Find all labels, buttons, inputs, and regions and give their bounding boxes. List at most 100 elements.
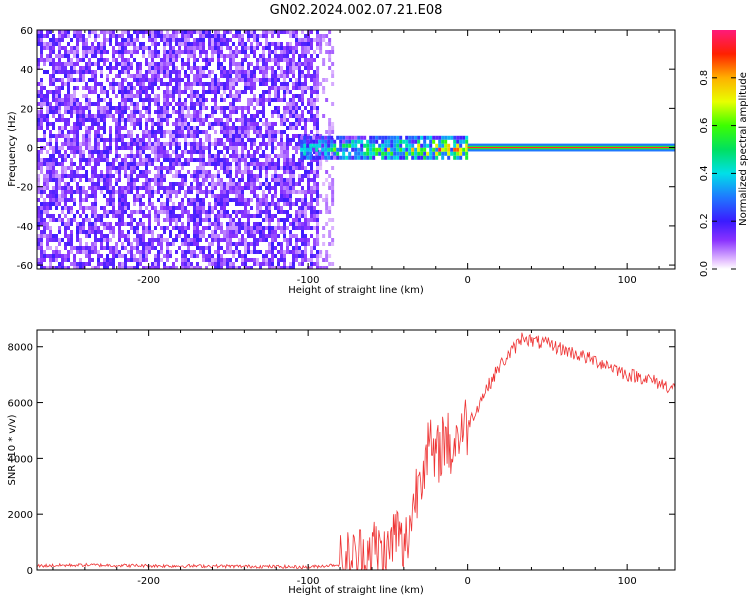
heat-cell [151, 90, 154, 94]
heat-cell [274, 182, 277, 186]
heat-cell [199, 54, 202, 58]
heat-cell [202, 250, 205, 254]
heat-cell [190, 214, 193, 218]
heat-cell [381, 139, 385, 144]
heat-cell [441, 151, 445, 156]
heat-cell [238, 230, 241, 234]
heat-cell [112, 106, 115, 110]
heat-cell [304, 206, 307, 210]
heat-cell [130, 50, 133, 54]
heat-cell [292, 258, 295, 262]
heat-cell [226, 74, 229, 78]
heat-cell [309, 143, 313, 148]
heat-cell [148, 70, 151, 74]
heat-cell [211, 182, 214, 186]
heat-cell [238, 182, 241, 186]
heat-cell [163, 74, 166, 78]
heat-cell [244, 54, 247, 58]
heat-cell [271, 194, 274, 198]
heat-cell [313, 178, 316, 182]
heat-cell [37, 138, 40, 142]
heat-cell [58, 114, 61, 118]
heat-cell [124, 78, 127, 82]
heat-cell [67, 78, 70, 82]
heat-cell [301, 258, 304, 262]
heat-cell [217, 202, 220, 206]
heat-cell [40, 254, 43, 258]
heat-cell [97, 82, 100, 86]
heat-cell [79, 258, 82, 262]
heat-cell [127, 234, 130, 238]
heat-cell [333, 151, 337, 156]
heat-cell [360, 151, 364, 156]
heat-cell [37, 198, 40, 202]
heat-cell [259, 126, 262, 130]
heat-cell [133, 266, 136, 269]
heat-cell [148, 82, 151, 86]
heat-cell [91, 190, 94, 194]
heat-cell [121, 54, 124, 58]
heat-cell [295, 42, 298, 46]
heat-cell [103, 206, 106, 210]
heat-cell [124, 38, 127, 42]
heat-cell [429, 135, 433, 140]
heat-cell [157, 42, 160, 46]
heat-cell [154, 254, 157, 258]
heat-cell [307, 58, 310, 62]
heat-cell [289, 178, 292, 182]
heat-cell [319, 50, 323, 54]
heat-cell [49, 102, 52, 106]
heat-cell [61, 222, 64, 226]
heat-cell [73, 66, 76, 70]
bottom-xtick-label: -200 [137, 576, 160, 587]
heat-cell [211, 126, 214, 130]
heat-cell [331, 102, 335, 106]
heat-cell [64, 230, 67, 234]
heat-cell [196, 266, 199, 269]
heat-cell [103, 46, 106, 50]
heat-cell [268, 226, 271, 230]
heat-cell [280, 246, 283, 250]
heat-cell [211, 262, 214, 266]
heat-cell [103, 258, 106, 262]
heat-cell [363, 151, 367, 156]
bottom-ytick-label: 8000 [8, 343, 33, 354]
heat-cell [61, 258, 64, 262]
heat-cell [88, 222, 91, 226]
heat-cell [253, 106, 256, 110]
heat-cell [214, 142, 217, 146]
heat-cell [226, 226, 229, 230]
heat-cell [250, 62, 253, 66]
heat-cell [88, 142, 91, 146]
heat-cell [109, 62, 112, 66]
heat-cell [52, 38, 55, 42]
heat-cell [109, 238, 112, 242]
heat-cell [408, 135, 412, 140]
heat-cell [142, 222, 145, 226]
heat-cell [85, 66, 88, 70]
heat-cell [253, 182, 256, 186]
heat-cell [151, 78, 154, 82]
heat-cell [181, 250, 184, 254]
heat-cell [109, 250, 112, 254]
heat-cell [190, 46, 193, 50]
heat-cell [211, 174, 214, 178]
heat-cell [223, 146, 226, 150]
heat-cell [402, 155, 406, 160]
heat-cell [280, 130, 283, 134]
heat-cell [277, 158, 280, 162]
heat-cell [316, 54, 319, 58]
heat-cell [154, 266, 157, 269]
heat-cell [91, 86, 94, 90]
heat-cell [181, 202, 184, 206]
heat-cell [187, 130, 190, 134]
heat-cell [331, 130, 335, 134]
heat-cell [262, 202, 265, 206]
heat-cell [271, 42, 274, 46]
heat-cell [393, 143, 397, 148]
heat-cell [103, 42, 106, 46]
heat-cell [262, 122, 265, 126]
heat-cell [223, 186, 226, 190]
heat-cell [157, 86, 160, 90]
heat-cell [55, 218, 58, 222]
